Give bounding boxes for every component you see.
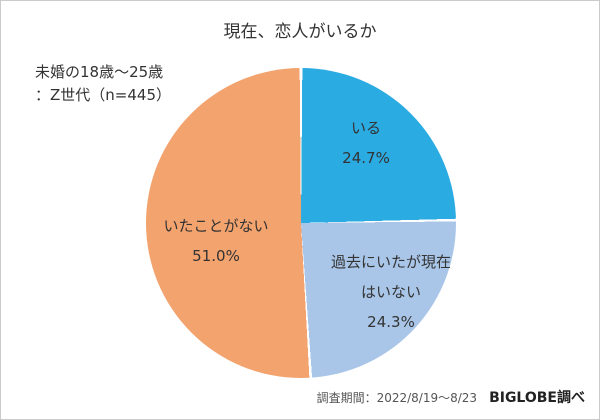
sample-annotation: 未婚の18歳〜25歳 ：Z世代（n=445） — [35, 61, 171, 107]
slice-label-kako-text-line1: 過去にいたが現在 — [330, 253, 451, 271]
slice-label-iru-text: いる — [350, 119, 381, 137]
source-credit: BIGLOBE調べ — [489, 390, 585, 406]
slice-label-kako-pct: 24.3% — [367, 313, 415, 331]
slice-label-kako-text-line2: はいない — [360, 283, 421, 301]
slice-label-iru-pct: 24.7% — [342, 149, 390, 167]
slice-label-inai-pct: 51.0% — [192, 247, 240, 265]
slice-label-ita-koto-ga-nai: いたことがない 51.0% — [136, 211, 296, 271]
slice-label-kako-ni-ita: 過去にいたが現在 はいない 24.3% — [309, 247, 473, 337]
slice-label-inai-text: いたことがない — [163, 217, 269, 235]
survey-period: 調査期間：2022/8/19〜8/23 — [316, 391, 478, 405]
pie-chart — [146, 68, 456, 378]
slice-label-iru: いる 24.7% — [306, 113, 426, 173]
chart-title: 現在、恋人がいるか — [223, 22, 377, 42]
chart-footer: 調査期間：2022/8/19〜8/23 BIGLOBE調べ — [317, 387, 585, 407]
sample-annotation-line2: ：Z世代（n=445） — [35, 86, 171, 104]
sample-annotation-line1: 未婚の18歳〜25歳 — [35, 63, 164, 81]
